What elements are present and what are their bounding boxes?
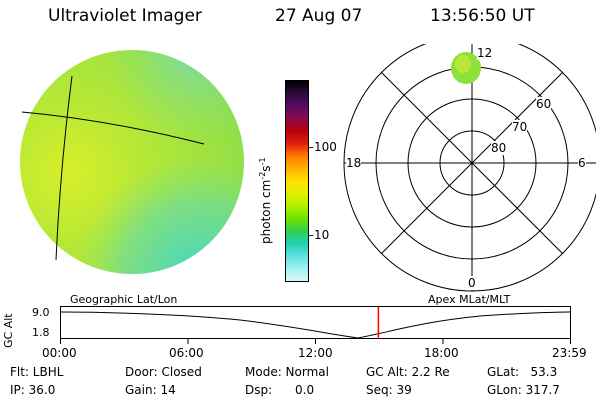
latitude-line — [21, 111, 205, 145]
instrument-title: Ultraviolet Imager — [48, 6, 202, 26]
glat-field: GLat: 53.3 — [487, 365, 558, 379]
uv-image-panel — [20, 50, 244, 274]
x-tick-0000: 00:00 — [42, 346, 77, 360]
gc-alt-field: GC Alt: 2.2 Re — [366, 365, 450, 379]
x-tick-0600: 06:00 — [169, 346, 204, 360]
mlt-label-18: 18 — [346, 156, 362, 170]
gain-field: Gain: 14 — [125, 383, 176, 397]
dsp-field: Dsp: 0.0 — [245, 383, 315, 397]
longitude-line — [55, 75, 73, 261]
glon-field: GLon: 317.7 — [487, 383, 560, 397]
flt-field: Flt: LBHL — [10, 365, 64, 379]
apex-label: Apex MLat/MLT — [428, 293, 511, 306]
timeline-axis-title: GC Alt — [2, 313, 15, 348]
colorbar — [285, 80, 309, 282]
mlt-label-0: 0 — [468, 276, 476, 290]
seq-field: Seq: 39 — [366, 383, 412, 397]
colorbar-tick-10: –10 — [308, 228, 330, 242]
x-tick-1800: 18:00 — [424, 346, 459, 360]
geographic-label: Geographic Lat/Lon — [70, 293, 178, 306]
lat-label-80: 80 — [491, 141, 507, 155]
x-tick-1200: 12:00 — [298, 346, 333, 360]
door-field: Door: Closed — [125, 365, 202, 379]
lat-label-60: 60 — [536, 97, 552, 111]
y-tick-9: 9.0 — [32, 306, 50, 319]
mlt-label-6: 6 — [578, 156, 586, 170]
polar-plot — [343, 44, 596, 292]
y-tick-1.8: 1.8 — [32, 326, 50, 339]
colorbar-tick-100: –100 — [308, 140, 337, 154]
mode-field: Mode: Normal — [245, 365, 329, 379]
lat-label-70: 70 — [512, 120, 528, 134]
colorbar-unit-label: photon cm-2s-1 — [258, 157, 273, 244]
altitude-curve — [60, 311, 571, 339]
x-tick-2359: 23:59 — [552, 346, 587, 360]
date-label: 27 Aug 07 — [275, 6, 363, 26]
ip-field: IP: 36.0 — [10, 383, 56, 397]
altitude-timeline — [60, 306, 571, 344]
time-label: 13:56:50 UT — [430, 6, 535, 26]
mlt-label-12: 12 — [477, 46, 493, 60]
